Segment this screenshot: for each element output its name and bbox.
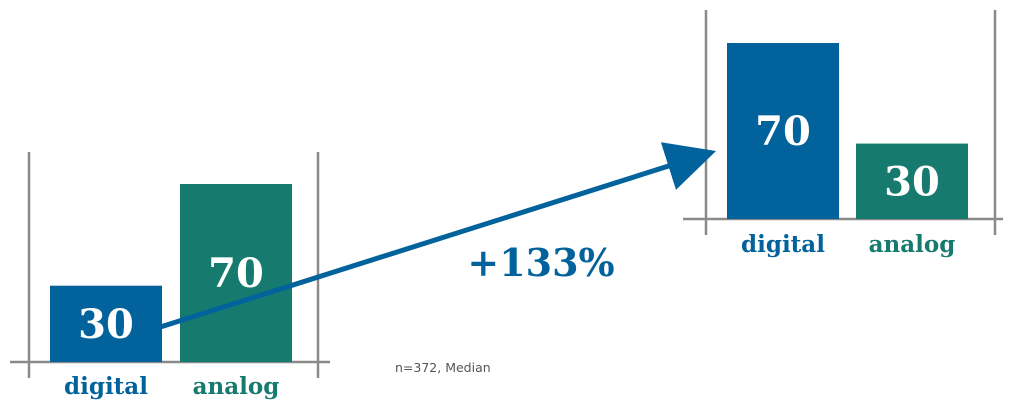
category-label-analog: analog <box>193 373 280 400</box>
change-arrow <box>131 142 717 339</box>
bar-digital <box>727 43 839 219</box>
sample-note: n=372, Median <box>395 360 491 375</box>
bar-analog <box>856 143 968 219</box>
bar-value-digital: 30 <box>78 301 134 348</box>
change-label: +133% <box>467 240 614 285</box>
bar-value-analog: 30 <box>884 158 940 205</box>
category-label-digital: digital <box>741 231 825 258</box>
bar-value-analog: 70 <box>208 250 264 297</box>
bar-value-digital: 70 <box>755 108 811 155</box>
category-label-analog: analog <box>869 231 956 258</box>
category-label-digital: digital <box>64 373 148 400</box>
bar-analog <box>180 184 292 362</box>
before-chart: 30 digital 70 analog <box>10 152 330 400</box>
after-chart: 70 digital 30 analog <box>683 10 1003 258</box>
bar-digital <box>50 285 162 362</box>
